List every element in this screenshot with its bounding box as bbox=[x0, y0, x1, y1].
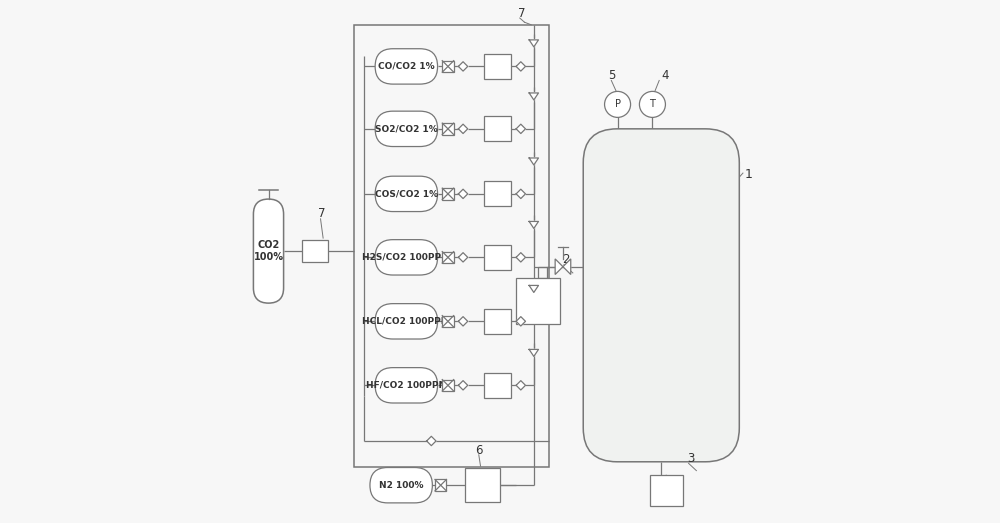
Text: CO/CO2 1%: CO/CO2 1% bbox=[378, 62, 435, 71]
Text: SO2/CO2 1%: SO2/CO2 1% bbox=[375, 124, 438, 133]
Circle shape bbox=[605, 92, 631, 117]
FancyBboxPatch shape bbox=[442, 123, 454, 134]
Polygon shape bbox=[529, 40, 538, 47]
Text: 6: 6 bbox=[475, 444, 483, 457]
FancyBboxPatch shape bbox=[442, 380, 454, 391]
FancyBboxPatch shape bbox=[375, 49, 438, 84]
Text: P: P bbox=[615, 99, 621, 109]
Polygon shape bbox=[563, 259, 571, 275]
Polygon shape bbox=[529, 158, 538, 165]
Polygon shape bbox=[529, 93, 538, 100]
Polygon shape bbox=[458, 253, 468, 262]
FancyBboxPatch shape bbox=[302, 240, 328, 262]
FancyBboxPatch shape bbox=[442, 188, 454, 200]
Polygon shape bbox=[516, 253, 525, 262]
Circle shape bbox=[639, 92, 665, 117]
FancyBboxPatch shape bbox=[442, 252, 454, 263]
Polygon shape bbox=[458, 316, 468, 326]
Polygon shape bbox=[458, 381, 468, 390]
FancyBboxPatch shape bbox=[484, 54, 511, 79]
Text: 1: 1 bbox=[745, 168, 752, 181]
Text: 7: 7 bbox=[518, 7, 526, 20]
Text: 3: 3 bbox=[688, 452, 695, 465]
FancyBboxPatch shape bbox=[442, 61, 454, 72]
FancyBboxPatch shape bbox=[375, 111, 438, 146]
Text: 5: 5 bbox=[608, 70, 616, 83]
FancyBboxPatch shape bbox=[375, 240, 438, 275]
Text: HF/CO2 100PPM: HF/CO2 100PPM bbox=[366, 381, 447, 390]
Text: 7: 7 bbox=[318, 207, 325, 220]
FancyBboxPatch shape bbox=[442, 315, 454, 327]
FancyBboxPatch shape bbox=[435, 480, 446, 491]
Text: CO2
100%: CO2 100% bbox=[254, 240, 284, 262]
Polygon shape bbox=[516, 381, 525, 390]
Text: 4: 4 bbox=[661, 70, 669, 83]
Polygon shape bbox=[516, 62, 525, 71]
Polygon shape bbox=[458, 189, 468, 199]
FancyBboxPatch shape bbox=[484, 245, 511, 270]
FancyBboxPatch shape bbox=[375, 304, 438, 339]
Polygon shape bbox=[516, 189, 525, 199]
Text: COS/CO2 1%: COS/CO2 1% bbox=[375, 189, 438, 198]
Polygon shape bbox=[516, 124, 525, 133]
FancyBboxPatch shape bbox=[650, 475, 683, 506]
FancyBboxPatch shape bbox=[375, 368, 438, 403]
Text: N2 100%: N2 100% bbox=[379, 481, 423, 490]
Polygon shape bbox=[458, 62, 468, 71]
Text: HCL/CO2 100PPM: HCL/CO2 100PPM bbox=[362, 317, 450, 326]
Polygon shape bbox=[529, 221, 538, 229]
FancyBboxPatch shape bbox=[253, 199, 284, 303]
Polygon shape bbox=[529, 349, 538, 357]
Polygon shape bbox=[427, 436, 436, 446]
Polygon shape bbox=[516, 316, 525, 326]
FancyBboxPatch shape bbox=[583, 129, 739, 462]
FancyBboxPatch shape bbox=[484, 309, 511, 334]
FancyBboxPatch shape bbox=[484, 181, 511, 207]
FancyBboxPatch shape bbox=[465, 468, 500, 502]
Text: H2S/CO2 100PPM: H2S/CO2 100PPM bbox=[362, 253, 450, 262]
FancyBboxPatch shape bbox=[354, 25, 549, 467]
FancyBboxPatch shape bbox=[516, 278, 560, 324]
FancyBboxPatch shape bbox=[484, 116, 511, 141]
Polygon shape bbox=[529, 286, 538, 292]
FancyBboxPatch shape bbox=[484, 373, 511, 398]
FancyBboxPatch shape bbox=[375, 176, 438, 212]
Text: 2: 2 bbox=[562, 253, 570, 266]
Text: T: T bbox=[649, 99, 655, 109]
Polygon shape bbox=[458, 124, 468, 133]
Polygon shape bbox=[555, 259, 563, 275]
FancyBboxPatch shape bbox=[370, 468, 432, 503]
